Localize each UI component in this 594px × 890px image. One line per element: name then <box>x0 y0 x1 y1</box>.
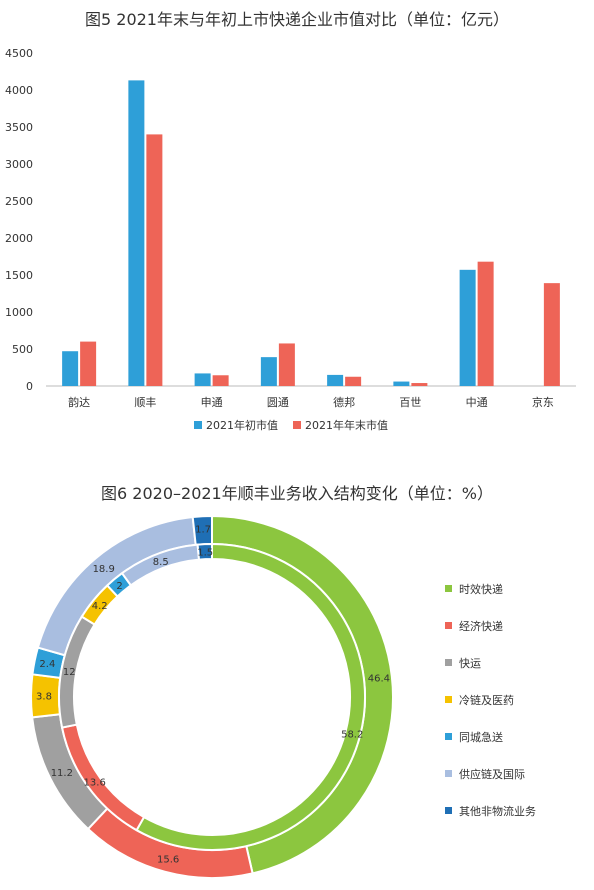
x-category-label: 韵达 <box>68 395 90 409</box>
legend-label: 时效快递 <box>459 582 503 596</box>
outer-ring-value-label: 11.2 <box>51 768 73 779</box>
y-tick-label: 4000 <box>5 84 33 97</box>
inner-ring-value-label: 12 <box>63 667 76 678</box>
bar-end <box>212 375 229 386</box>
bar-start <box>393 381 410 386</box>
legend-label: 其他非物流业务 <box>459 804 536 818</box>
bar-start <box>459 269 476 386</box>
legend-label: 2021年年末市值 <box>305 418 388 432</box>
legend-swatch <box>445 807 452 814</box>
inner-ring-value-label: 13.6 <box>84 778 106 789</box>
y-tick-label: 500 <box>12 343 33 356</box>
inner-ring-value-label: 4.2 <box>92 601 108 612</box>
inner-ring-slice <box>196 542 213 561</box>
bar-end <box>80 341 97 386</box>
x-category-label: 德邦 <box>333 395 355 409</box>
x-category-label: 中通 <box>466 396 488 409</box>
bar-end <box>345 376 362 386</box>
legend-swatch <box>445 770 452 777</box>
legend-label: 经济快递 <box>459 619 503 633</box>
bar-start <box>194 373 211 386</box>
inner-ring-value-label: 2 <box>116 581 122 592</box>
legend-label: 同城急送 <box>459 730 503 744</box>
y-tick-label: 0 <box>26 380 33 393</box>
y-tick-label: 1500 <box>5 269 33 282</box>
legend-swatch <box>445 622 452 629</box>
legend-swatch <box>293 421 301 429</box>
bar-start <box>128 80 145 386</box>
bar-chart-title: 图5 2021年末与年初上市快递企业市值对比（单位：亿元） <box>85 10 509 29</box>
y-tick-label: 2500 <box>5 195 33 208</box>
legend-swatch <box>445 733 452 740</box>
bar-end <box>411 383 428 386</box>
legend-swatch <box>445 696 452 703</box>
outer-ring-value-label: 2.4 <box>39 659 55 670</box>
bar-chart: 0 500 1000 1500 2000 2500 3000 3500 4000 4500 韵达 顺丰… <box>5 47 576 432</box>
y-tick-label: 3000 <box>5 158 33 171</box>
legend-label: 冷链及医药 <box>459 693 514 707</box>
inner-ring-value-label: 58.2 <box>341 729 363 740</box>
legend-swatch <box>194 421 202 429</box>
y-tick-label: 4500 <box>5 47 33 60</box>
bar-end <box>543 283 560 386</box>
legend-label: 快运 <box>459 657 481 670</box>
x-category-label: 顺丰 <box>134 396 156 409</box>
outer-ring-value-label: 3.8 <box>36 691 52 702</box>
x-category-label: 百世 <box>399 396 421 409</box>
x-category-label: 京东 <box>532 395 554 409</box>
outer-ring-value-label: 15.6 <box>157 855 179 866</box>
x-category-label: 申通 <box>201 396 223 409</box>
outer-ring-value-label: 1.7 <box>195 525 211 536</box>
bar-end <box>146 134 163 386</box>
bar-end <box>278 343 295 386</box>
outer-ring-value-label: 18.9 <box>93 564 115 575</box>
x-category-label: 圆通 <box>267 396 289 409</box>
legend-label: 供应链及国际 <box>459 767 525 781</box>
bar-end <box>477 261 494 386</box>
outer-ring-value-label: 46.4 <box>368 674 390 685</box>
legend-swatch <box>445 659 452 666</box>
y-tick-label: 1000 <box>5 306 33 319</box>
y-tick-label: 2000 <box>5 232 33 245</box>
legend-label: 2021年初市值 <box>206 418 278 432</box>
bar-start <box>327 374 344 386</box>
bar-start <box>260 357 277 386</box>
bar-start <box>62 351 79 386</box>
y-tick-label: 3500 <box>5 121 33 134</box>
legend-swatch <box>445 585 452 592</box>
donut-chart-title: 图6 2020–2021年顺丰业务收入结构变化（单位：%） <box>101 484 493 503</box>
inner-ring-value-label: 1.5 <box>197 548 213 559</box>
inner-ring-value-label: 8.5 <box>153 557 169 568</box>
